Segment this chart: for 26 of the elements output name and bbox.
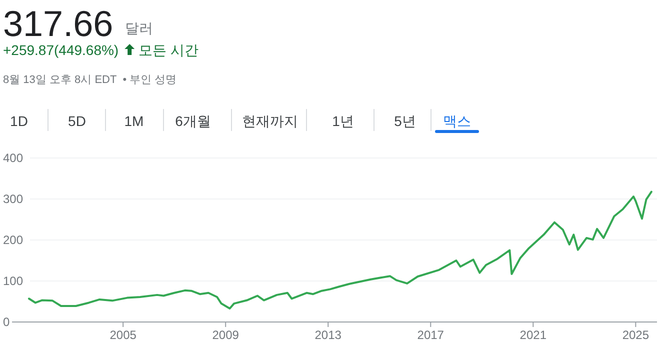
x-tick-label: 2009 <box>212 328 240 342</box>
text: 1년 <box>332 113 354 129</box>
text: 달러 <box>125 20 154 36</box>
y-tick-label: 100 <box>3 274 24 288</box>
text: 1M <box>124 113 144 129</box>
x-tick-label: 2021 <box>520 328 547 342</box>
x-tick-label: 2005 <box>110 328 137 342</box>
y-tick-label: 300 <box>3 192 24 206</box>
y-tick-label: 200 <box>3 233 24 247</box>
line-series <box>28 190 652 310</box>
text: 1D <box>10 113 28 129</box>
chart-title: 317.66 <box>3 3 114 44</box>
y-tick-label: 400 <box>3 151 24 165</box>
text: 8월 13일 오후 8시 EDT <box>3 74 117 86</box>
text: 6개월 <box>175 113 211 129</box>
x-tick-label: 2017 <box>417 328 444 342</box>
text: 맥스 <box>443 113 471 129</box>
text: 모든 시간 <box>138 42 198 58</box>
text: • 부인 성명 <box>122 74 177 86</box>
text: 5년 <box>394 113 416 129</box>
chart-subtitle: +259.87(449.68%) <box>3 42 119 58</box>
x-tick-label: 2025 <box>622 328 650 342</box>
text: 5D <box>68 113 86 129</box>
y-tick-label: 0 <box>3 315 10 329</box>
text: 현재까지 <box>242 113 298 129</box>
x-tick-label: 2013 <box>314 328 342 342</box>
